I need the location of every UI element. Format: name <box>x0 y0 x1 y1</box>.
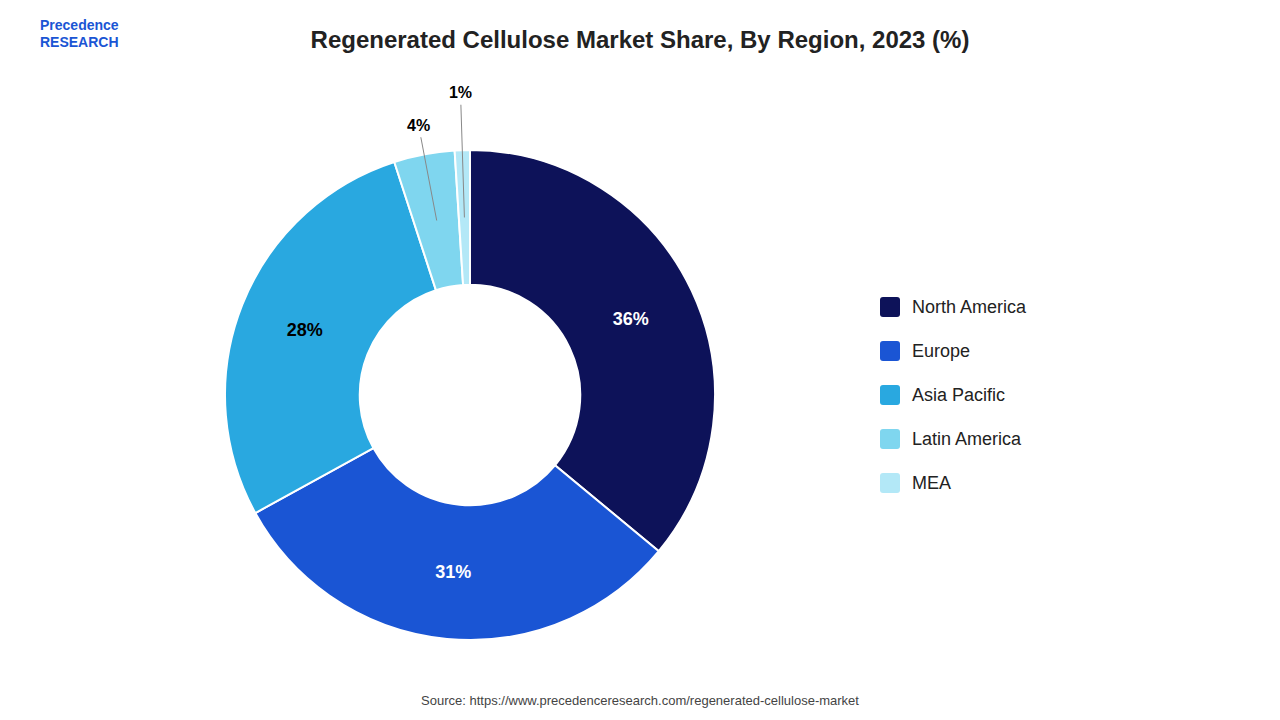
leader-line <box>421 137 437 220</box>
donut-slice <box>225 162 436 513</box>
logo-text: Precedence <box>40 17 119 33</box>
data-label: 36% <box>613 309 649 329</box>
legend-swatch <box>880 341 900 361</box>
legend-label: Asia Pacific <box>912 385 1005 405</box>
legend-label: Latin America <box>912 429 1022 449</box>
donut-slice <box>470 150 715 551</box>
legend-label: MEA <box>912 473 951 493</box>
data-label: 1% <box>449 84 472 101</box>
donut <box>225 150 715 640</box>
data-label: 4% <box>407 117 430 134</box>
legend-label: North America <box>912 297 1027 317</box>
donut-slice <box>394 150 463 290</box>
title: Regenerated Cellulose Market Share, By R… <box>311 26 970 53</box>
data-labels: 36% 31% 28% 4% 1% <box>287 84 649 582</box>
donut-slice <box>455 150 470 285</box>
legend-label: Europe <box>912 341 970 361</box>
legend: North America Europe Asia Pacific Latin Ame… <box>880 297 1027 493</box>
background <box>0 0 1280 720</box>
logo-text: RESEARCH <box>40 34 119 50</box>
legend-swatch <box>880 473 900 493</box>
data-label: 31% <box>435 562 471 582</box>
data-label: 28% <box>287 320 323 340</box>
chart-svg: Regenerated Cellulose Market Share, By R… <box>0 0 1280 720</box>
legend-swatch <box>880 385 900 405</box>
leader-line <box>461 105 465 218</box>
legend-swatch <box>880 429 900 449</box>
source-text: Source: https://www.precedenceresearch.c… <box>421 693 859 708</box>
chart-container: Regenerated Cellulose Market Share, By R… <box>0 0 1280 720</box>
legend-swatch <box>880 297 900 317</box>
